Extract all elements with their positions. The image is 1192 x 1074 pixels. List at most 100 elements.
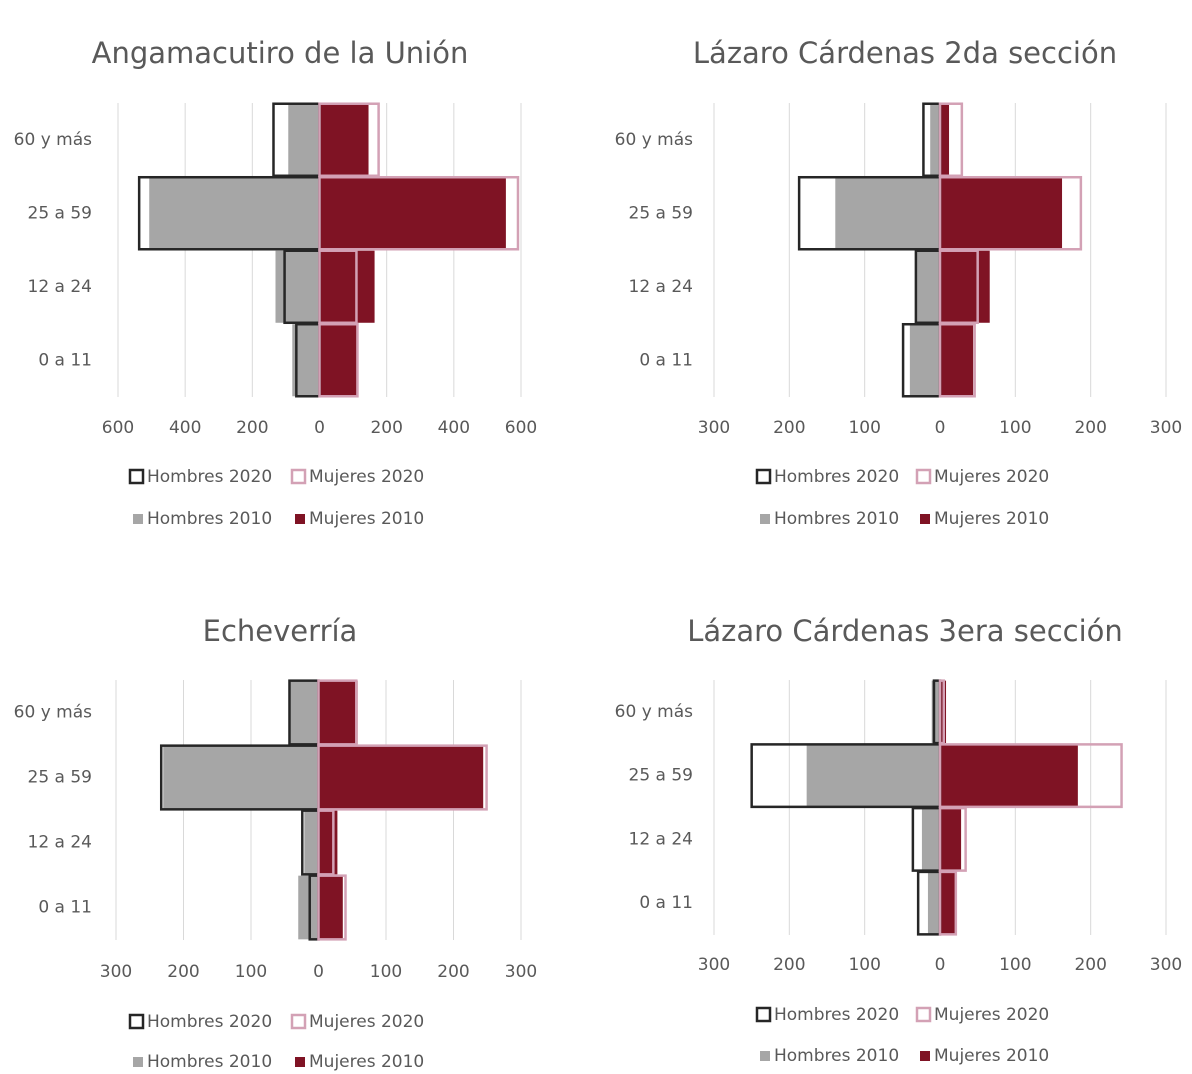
x-tick-label: 100 (370, 962, 402, 982)
bar (940, 324, 974, 397)
legend-label: Hombres 2020 (774, 467, 899, 487)
bar (319, 177, 506, 250)
y-tick-label: 25 a 59 (28, 203, 93, 223)
bar (319, 250, 375, 323)
x-tick-label: 200 (236, 418, 268, 438)
bar (931, 680, 940, 744)
bar (275, 250, 320, 323)
y-tick-label: 60 y más (615, 702, 693, 722)
legend-marker (920, 514, 930, 524)
x-tick-label: 100 (235, 962, 267, 982)
bar (940, 103, 950, 176)
legend-label: Mujeres 2020 (309, 467, 424, 487)
chart-title: Lázaro Cárdenas 2da sección (693, 36, 1117, 70)
y-tick-label: 25 a 59 (629, 766, 694, 786)
bar (927, 871, 940, 935)
legend-marker (290, 1013, 307, 1030)
legend-label: Mujeres 2010 (309, 509, 424, 529)
bar (940, 871, 957, 935)
legend-label: Hombres 2010 (774, 509, 899, 529)
x-tick-label: 600 (102, 418, 134, 438)
x-tick-label: 200 (773, 418, 805, 438)
legend-marker (295, 1057, 305, 1067)
legend-marker (755, 1006, 772, 1023)
x-tick-label: 400 (169, 418, 201, 438)
y-tick-label: 12 a 24 (28, 277, 93, 297)
x-tick-label: 300 (100, 962, 132, 982)
bar (318, 745, 484, 810)
bar (938, 870, 958, 936)
x-tick-label: 200 (370, 418, 402, 438)
bar (318, 322, 359, 398)
bar (318, 249, 358, 325)
bar (938, 102, 964, 178)
y-tick-label: 12 a 24 (28, 833, 93, 853)
legend-label: Hombres 2010 (147, 509, 272, 529)
x-tick-label: 200 (167, 962, 199, 982)
bar (317, 744, 488, 811)
bar (288, 103, 320, 176)
bar (909, 324, 940, 397)
x-tick-label: 300 (698, 418, 730, 438)
legend-marker (760, 1051, 770, 1061)
legend-label: Hombres 2020 (774, 1005, 899, 1025)
bar (318, 875, 343, 940)
x-tick-label: 0 (935, 955, 946, 975)
chart-title: Angamacutiro de la Unión (92, 36, 469, 70)
y-tick-label: 0 a 11 (38, 350, 92, 370)
legend-marker (915, 1006, 932, 1023)
bar (940, 250, 990, 323)
bar (806, 744, 940, 807)
x-tick-label: 200 (773, 955, 805, 975)
bar (938, 743, 1123, 809)
bar (940, 808, 962, 871)
bar (319, 324, 357, 397)
bar (921, 808, 940, 871)
x-tick-label: 200 (437, 962, 469, 982)
bar (938, 175, 1083, 251)
legend-marker (920, 1051, 930, 1061)
bar (304, 810, 319, 875)
legend-marker (295, 514, 305, 524)
y-tick-label: 25 a 59 (629, 203, 694, 223)
bar (930, 103, 940, 176)
y-tick-label: 0 a 11 (38, 898, 92, 918)
x-tick-label: 0 (313, 962, 324, 982)
legend-marker (755, 468, 772, 485)
y-tick-label: 0 a 11 (639, 350, 693, 370)
bar (289, 680, 319, 745)
y-tick-label: 60 y más (14, 703, 92, 723)
bar (940, 744, 1078, 807)
x-tick-label: 100 (999, 955, 1031, 975)
y-tick-label: 0 a 11 (639, 893, 693, 913)
legend-marker (133, 514, 143, 524)
chart-title: Lázaro Cárdenas 3era sección (687, 614, 1123, 648)
y-tick-label: 60 y más (14, 130, 92, 150)
x-tick-label: 200 (1074, 418, 1106, 438)
x-tick-label: 0 (314, 418, 325, 438)
y-tick-label: 25 a 59 (28, 768, 93, 788)
x-tick-label: 300 (1150, 955, 1182, 975)
bar (318, 102, 380, 178)
bar (318, 680, 358, 745)
bar (835, 177, 940, 250)
legend-label: Mujeres 2010 (934, 509, 1049, 529)
bar (940, 177, 1063, 250)
x-tick-label: 200 (1074, 955, 1106, 975)
y-tick-label: 12 a 24 (629, 277, 694, 297)
bar (938, 249, 979, 325)
legend-label: Mujeres 2010 (309, 1052, 424, 1072)
bar (938, 322, 976, 398)
legend-marker (128, 1013, 145, 1030)
legend-label: Mujeres 2010 (934, 1046, 1049, 1066)
legend-marker (128, 468, 145, 485)
legend-label: Hombres 2020 (147, 1012, 272, 1032)
chart-title: Echeverría (203, 614, 358, 648)
x-tick-label: 300 (505, 962, 537, 982)
x-tick-label: 0 (935, 418, 946, 438)
bar (915, 250, 940, 323)
bar (938, 806, 967, 872)
legend-label: Hombres 2010 (147, 1052, 272, 1072)
bar (163, 745, 319, 810)
